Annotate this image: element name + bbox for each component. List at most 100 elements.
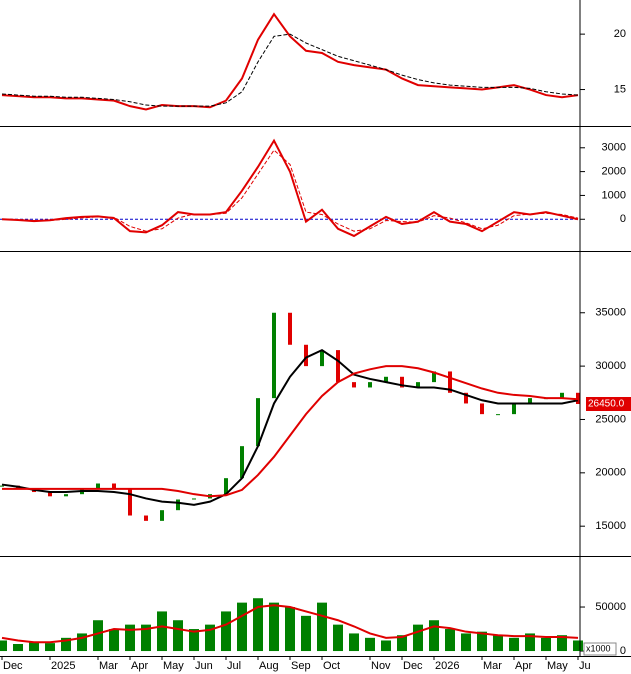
price-bar — [400, 376, 404, 388]
unit-label: x1000 — [586, 643, 611, 653]
volume-bar — [189, 629, 199, 652]
volume-bar — [509, 637, 519, 652]
x-tick-label: Dec — [403, 660, 423, 672]
volume-bar — [333, 624, 343, 652]
volume-bar — [461, 633, 471, 652]
price-bar — [288, 312, 292, 345]
volume-bar — [253, 598, 263, 652]
x-tick-label: Apr — [515, 660, 532, 672]
price-bar — [560, 392, 564, 399]
volume-bar — [365, 637, 375, 652]
y-tick-label: 0 — [620, 213, 626, 225]
price-bar — [528, 398, 532, 404]
x-tick-label: Aug — [259, 660, 279, 672]
price-bar — [384, 376, 388, 383]
x-tick-label: Apr — [131, 660, 148, 672]
volume-bar — [125, 624, 135, 652]
price-bar — [336, 350, 340, 383]
y-tick-label: 25000 — [595, 413, 626, 425]
x-tick-label: 2025 — [51, 660, 75, 672]
volume-bar — [237, 602, 247, 652]
price-bar — [480, 403, 484, 415]
y-tick-label: 15000 — [595, 520, 626, 532]
volume-bar — [349, 633, 359, 652]
price-bar — [112, 483, 116, 489]
x-tick-label: Jun — [195, 660, 213, 672]
series-line — [1, 12, 579, 111]
x-tick-label: Mar — [99, 660, 118, 672]
y-tick-label: 15 — [614, 83, 626, 95]
price-bar — [368, 382, 372, 388]
price-bar — [432, 371, 436, 383]
x-tick-label: 2026 — [435, 660, 459, 672]
volume-bar — [557, 635, 567, 652]
volume-bar — [157, 611, 167, 652]
x-tick-label: May — [547, 660, 568, 672]
volume-bar — [205, 624, 215, 652]
price-bar — [448, 371, 452, 393]
volume-bar — [45, 643, 55, 652]
price-bar — [224, 478, 228, 495]
y-tick-label: 50000 — [595, 601, 626, 613]
volume-bar — [317, 602, 327, 652]
y-tick-label: 20000 — [595, 467, 626, 479]
volume-bar — [445, 629, 455, 652]
y-tick-label: 30000 — [595, 360, 626, 372]
y-tick-label: 35000 — [595, 307, 626, 319]
price-bar — [304, 344, 308, 367]
series-line — [1, 348, 579, 506]
last-price-label: 26450.0 — [588, 399, 625, 410]
price-bar — [48, 492, 52, 497]
price-bar — [192, 498, 196, 500]
price-bar — [144, 515, 148, 521]
x-tick-label: May — [163, 660, 184, 672]
x-tick-label: Oct — [323, 660, 340, 672]
x-tick-label: Dec — [3, 660, 23, 672]
price-bar — [160, 510, 164, 521]
last-price-box — [586, 397, 631, 411]
price-bar — [272, 312, 276, 399]
price-bar — [352, 382, 356, 388]
price-bar — [496, 414, 500, 416]
series-line — [2, 365, 579, 498]
volume-bar — [77, 633, 87, 652]
volume-bar — [109, 629, 119, 652]
volume-bar — [413, 624, 423, 652]
volume-bar — [141, 624, 151, 652]
price-bar — [416, 382, 420, 388]
y-tick-label: 3000 — [602, 142, 626, 154]
volume-bar — [541, 637, 551, 652]
price-bar — [512, 403, 516, 415]
price-bar — [320, 350, 324, 367]
series-line — [1, 33, 579, 107]
y-tick-label: 20 — [614, 28, 626, 40]
series-line — [1, 149, 579, 232]
x-tick-label: Mar — [483, 660, 502, 672]
volume-bar — [381, 640, 391, 652]
price-bar — [256, 398, 260, 447]
y-tick-label: 0 — [620, 645, 626, 657]
volume-bar — [397, 635, 407, 652]
price-bar — [464, 392, 468, 404]
price-bar — [176, 499, 180, 511]
volume-bar — [269, 602, 279, 652]
x-tick-label: Ju — [579, 660, 591, 672]
volume-bar — [29, 642, 39, 652]
x-tick-label: Sep — [291, 660, 311, 672]
x-tick-label: Jul — [227, 660, 241, 672]
volume-bar — [173, 620, 183, 652]
volume-bar — [13, 643, 23, 652]
volume-bar — [573, 640, 583, 652]
volume-bar — [0, 640, 7, 652]
volume-bar — [61, 637, 71, 652]
price-bar — [128, 488, 132, 516]
volume-bar — [301, 615, 311, 652]
unit-box — [583, 642, 617, 656]
volume-bar — [525, 633, 535, 652]
x-tick-label: Nov — [371, 660, 391, 672]
volume-bar — [221, 611, 231, 652]
volume-bar — [93, 620, 103, 652]
price-bar — [64, 494, 68, 497]
